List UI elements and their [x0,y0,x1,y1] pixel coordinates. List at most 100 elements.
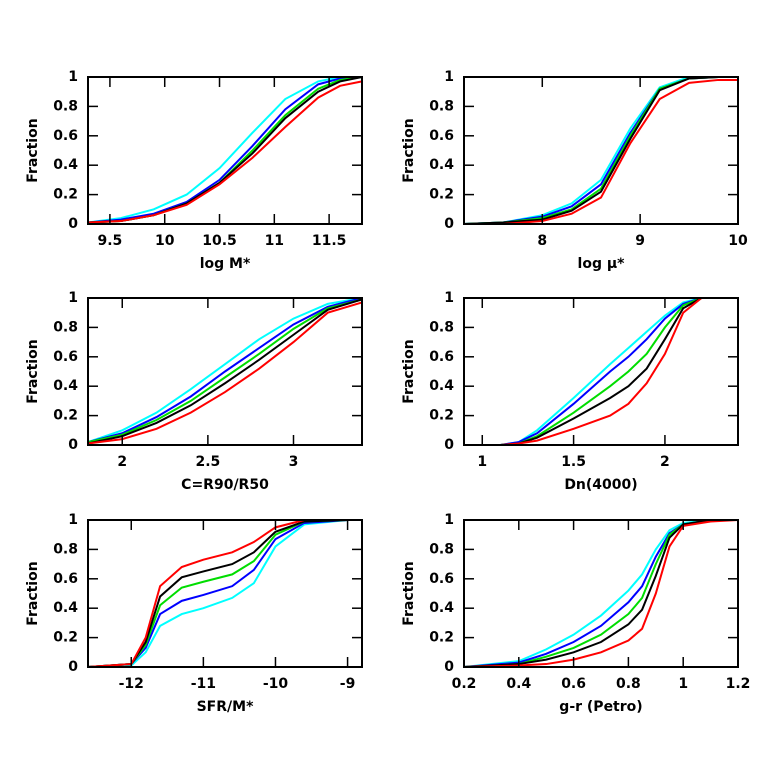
y-tick-label: 0.4 [429,600,454,616]
y-tick-label: 0 [444,216,454,232]
y-tick-label: 0.4 [429,378,454,394]
y-axis-label: Fraction [25,118,41,182]
y-tick-label: 0.6 [429,571,454,587]
y-tick-label: 0.2 [53,187,78,203]
x-tick-label: 11.5 [312,233,347,249]
x-tick-label: -10 [263,676,289,692]
y-tick-label: 0 [68,659,78,675]
cdf-line [464,297,738,446]
x-tick-label: 0.8 [616,676,641,692]
y-axis-label: Fraction [401,339,417,403]
x-tick-label: 8 [537,233,547,249]
y-tick-label: 0.8 [429,98,454,114]
y-axis-label: Fraction [401,118,417,182]
y-tick-label: 0.6 [53,128,78,144]
x-tick-label: -12 [119,676,144,692]
x-axis-label: Dn(4000) [564,477,637,493]
cdf-line [87,519,362,668]
y-tick-label: 0.8 [429,541,454,557]
cdf-line [463,519,738,668]
y-tick-label: 0.6 [53,571,78,587]
cdf-line [87,298,363,445]
cdf-line [464,297,738,446]
cdf-line [87,297,363,444]
cdf-line [463,76,738,225]
y-tick-label: 0.8 [53,319,78,335]
cdf-line [87,298,363,444]
cdf-line [463,76,738,225]
x-tick-label: 1 [678,676,688,692]
cdf-line [463,519,739,668]
y-tick-label: 0.4 [53,600,78,616]
cdf-line [464,297,738,446]
x-tick-label: -11 [191,676,216,692]
x-axis-label: SFR/M* [197,699,254,715]
x-tick-label: 3 [289,454,299,470]
y-axis-label: Fraction [25,561,41,625]
cdf-line [87,301,363,445]
y-tick-label: 0 [68,216,78,232]
y-tick-label: 0.2 [53,408,78,424]
x-tick-label: 1.5 [561,454,586,470]
y-tick-label: 0.6 [53,349,78,365]
x-axis-label: C=R90/R50 [181,477,269,493]
cdf-line [463,76,738,225]
x-axis-label: log μ* [578,256,626,272]
cdf-line [87,519,362,668]
y-tick-label: 1 [444,512,454,528]
x-tick-label: 0.4 [506,676,531,692]
x-tick-label: -9 [340,676,356,692]
y-tick-label: 0.8 [429,319,454,335]
plot-frame [87,519,363,668]
x-tick-label: 1.2 [726,676,751,692]
plot-frame [463,297,739,446]
x-tick-label: 11 [265,233,284,249]
y-tick-label: 0.8 [53,98,78,114]
x-tick-label: 0.2 [452,676,477,692]
cdf-line [87,519,362,668]
y-tick-label: 0.4 [53,157,78,173]
cdf-line [87,76,363,224]
y-tick-label: 0.6 [429,128,454,144]
x-tick-label: 10 [155,233,175,249]
y-tick-label: 0.2 [53,630,78,646]
x-tick-label: 10.5 [202,233,237,249]
cdf-line [87,76,363,224]
y-tick-label: 0.4 [429,157,454,173]
x-tick-label: 9 [635,233,645,249]
cdf-line [87,76,363,224]
plot-frame [463,519,739,668]
plot-frame [87,297,363,446]
cdf-line [464,78,738,225]
x-tick-label: 10 [728,233,748,249]
y-tick-label: 1 [444,69,454,85]
x-tick-label: 0.6 [561,676,586,692]
cdf-line [87,76,362,224]
y-tick-label: 0.6 [429,349,454,365]
y-tick-label: 0.8 [53,541,78,557]
y-tick-label: 0.4 [53,378,78,394]
cdf-line [87,519,362,668]
cdf-line [87,519,362,668]
y-tick-label: 1 [68,69,78,85]
cdf-line [87,80,363,224]
x-tick-label: 9.5 [98,233,123,249]
cdf-line [463,519,738,668]
cdf-line [463,519,738,668]
y-tick-label: 0 [444,659,454,675]
cdf-line [87,297,363,444]
y-tick-label: 0.2 [429,408,454,424]
y-tick-label: 0 [444,437,454,453]
y-tick-label: 1 [68,290,78,306]
y-tick-label: 0.2 [429,630,454,646]
x-tick-label: 2 [117,454,127,470]
x-tick-label: 2 [660,454,670,470]
x-tick-label: 2.5 [195,454,220,470]
x-axis-label: log M* [200,256,251,272]
y-tick-label: 0 [68,437,78,453]
cdf-line [463,519,738,668]
y-axis-label: Fraction [25,339,41,403]
x-axis-label: g-r (Petro) [559,699,642,715]
y-tick-label: 1 [444,290,454,306]
